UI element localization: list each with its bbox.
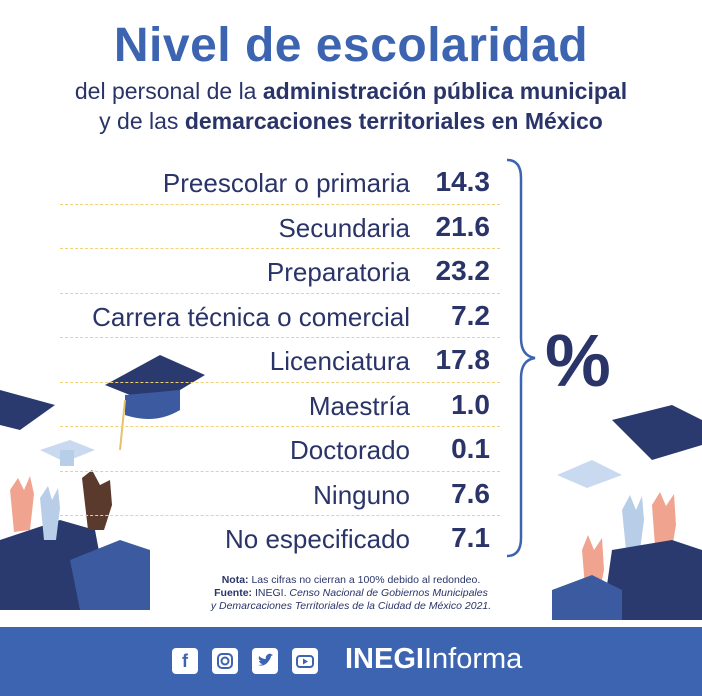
instagram-icon[interactable]: [212, 648, 238, 674]
graduation-cap-icon: [105, 355, 205, 451]
level-label: Maestría: [308, 390, 410, 421]
subtitle-line-1: del personal de la administración públic…: [0, 78, 702, 105]
page-title: Nivel de escolaridad: [113, 19, 589, 72]
graduation-illustration-left: [0, 390, 150, 610]
level-value: 23.2: [435, 255, 491, 286]
level-label: Carrera técnica o comercial: [92, 301, 410, 332]
level-value: 1.0: [451, 388, 490, 420]
level-value: 7.6: [451, 477, 490, 509]
list-item: Preescolar o primaria 14.3: [60, 160, 500, 205]
subtitle-line-1-bold: administración pública municipal: [262, 78, 628, 104]
brand-regular: Informa: [423, 643, 523, 675]
subtitle-line-2: y de las demarcaciones territoriales en …: [0, 108, 702, 135]
fuente-source-2: y Demarcaciones Territoriales de la Ciud…: [210, 600, 492, 612]
list-item: Preparatoria 23.2: [60, 249, 500, 294]
subtitle-line-2-bold: demarcaciones territoriales en México: [184, 108, 603, 134]
fuente-label: Fuente:: [214, 587, 253, 599]
level-value: 17.8: [435, 344, 491, 375]
list-item: Doctorado 0.1: [60, 427, 500, 472]
level-value: 0.1: [451, 433, 490, 464]
subtitle-line-1-plain: del personal de la: [74, 78, 263, 104]
subtitle-line-2-plain: y de las: [99, 108, 185, 134]
list-item: Ninguno 7.6: [60, 472, 500, 516]
percent-unit: %: [545, 319, 611, 402]
brand-bold: INEGI: [345, 643, 424, 675]
fuente-text: INEGI.: [252, 587, 290, 599]
graduation-illustration-right: [552, 405, 702, 620]
level-label: Licenciatura: [269, 346, 410, 376]
list-item: Licenciatura 17.8: [60, 338, 500, 383]
level-label: Doctorado: [290, 435, 410, 465]
list-item: Carrera técnica o comercial 7.2: [60, 294, 500, 338]
list-item: Secundaria 21.6: [60, 205, 500, 249]
level-value: 7.1: [451, 522, 490, 553]
twitter-icon[interactable]: [252, 648, 278, 674]
level-value: 21.6: [435, 210, 491, 242]
level-value: 14.3: [435, 166, 491, 197]
facebook-icon[interactable]: f: [172, 648, 198, 674]
notes: Nota: Las cifras no cierran a 100% debid…: [0, 574, 702, 613]
list-item: Maestría 1.0: [60, 383, 500, 427]
nota-label: Nota:: [221, 574, 249, 586]
list-item: No especificado 7.1: [60, 516, 500, 561]
level-label: Ninguno: [313, 479, 410, 510]
level-label: Preparatoria: [266, 257, 410, 287]
inegi-informa-logo: INEGIInforma: [345, 643, 522, 676]
level-label: Secundaria: [278, 212, 410, 243]
schooling-level-list: Preescolar o primaria 14.3 Secundaria 21.6…: [60, 160, 500, 561]
nota-text: Las cifras no cierran a 100% debido al r…: [248, 574, 481, 586]
level-value: 7.2: [451, 299, 490, 331]
level-label: Preescolar o primaria: [162, 168, 410, 198]
curly-brace-icon: [506, 158, 536, 558]
fuente-source-1: Censo Nacional de Gobiernos Municipales: [289, 587, 488, 599]
level-label: No especificado: [225, 524, 410, 554]
youtube-icon[interactable]: [292, 648, 318, 674]
footer-bar: [0, 627, 702, 696]
